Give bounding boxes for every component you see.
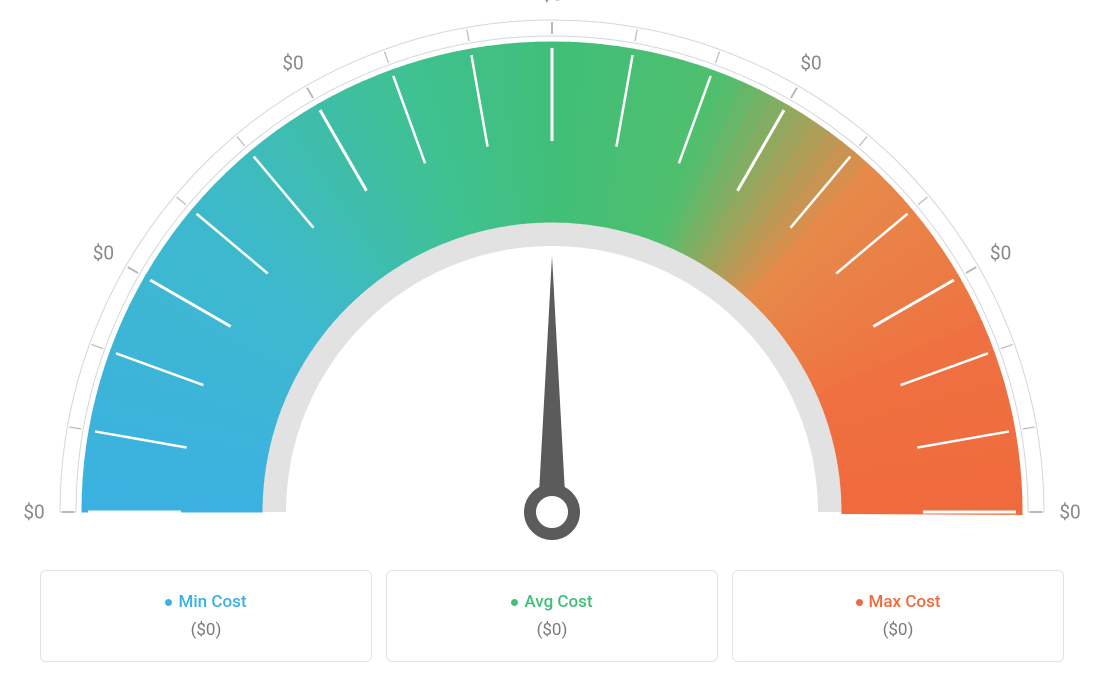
gauge-tick-label: $0 xyxy=(990,242,1011,265)
legend-card-max: Max Cost ($0) xyxy=(732,570,1064,662)
legend-text-avg: Avg Cost xyxy=(524,592,592,612)
gauge-svg xyxy=(40,14,1064,544)
legend-dot-max xyxy=(856,599,863,606)
gauge-tick-label: $0 xyxy=(1059,501,1080,524)
gauge-tick-label: $0 xyxy=(282,52,303,75)
legend-dot-min xyxy=(165,599,172,606)
legend-card-avg: Avg Cost ($0) xyxy=(386,570,718,662)
legend-card-min: Min Cost ($0) xyxy=(40,570,372,662)
legend-dot-avg xyxy=(511,599,518,606)
legend-value-max: ($0) xyxy=(883,620,914,640)
legend-text-min: Min Cost xyxy=(178,592,246,612)
gauge-tick-label: $0 xyxy=(800,52,821,75)
legend-label-min: Min Cost xyxy=(165,592,246,612)
gauge-chart-container: $0 $0 $0 $0 $0 $0 $0 Min Cost ($0) Avg Cost ($… xyxy=(0,0,1104,690)
legend-label-avg: Avg Cost xyxy=(511,592,592,612)
gauge-tick-label: $0 xyxy=(23,501,44,524)
gauge-tick-label: $0 xyxy=(541,0,562,6)
legend-value-avg: ($0) xyxy=(537,620,568,640)
legend-text-max: Max Cost xyxy=(869,592,941,612)
legend-value-min: ($0) xyxy=(191,620,222,640)
gauge-wrap: $0$0$0$0$0$0$0 xyxy=(40,14,1064,544)
gauge-tick-label: $0 xyxy=(93,242,114,265)
legend-row: Min Cost ($0) Avg Cost ($0) Max Cost ($0… xyxy=(40,570,1064,662)
legend-label-max: Max Cost xyxy=(856,592,941,612)
